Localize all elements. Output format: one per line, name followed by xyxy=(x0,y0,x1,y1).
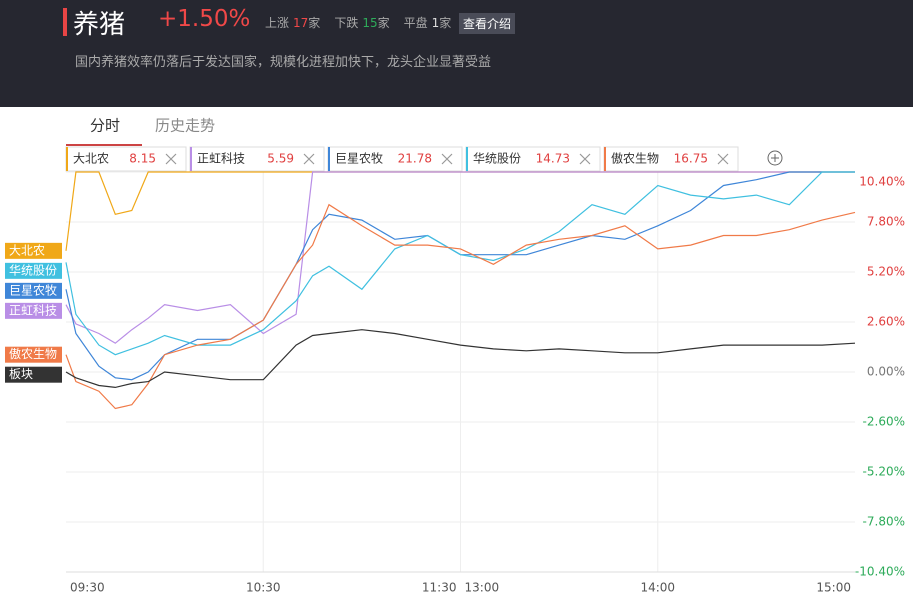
x-tick-label: 15:00 xyxy=(816,581,851,595)
series-tag-label: 正虹科技 xyxy=(9,303,57,317)
stat-label: 上涨 xyxy=(265,16,290,30)
chip-close[interactable] xyxy=(579,153,591,165)
chip-price: 14.73 xyxy=(536,152,570,166)
stat-count: 15 xyxy=(362,16,378,30)
stat-label: 下跌 xyxy=(334,16,359,30)
chip-close[interactable] xyxy=(165,153,177,165)
change: +1.50% xyxy=(158,6,251,32)
y-tick-label: -7.80% xyxy=(863,515,905,529)
chip-name: 傲农生物 xyxy=(611,151,659,166)
stat-unit: 家 xyxy=(308,16,321,30)
chip[interactable] xyxy=(603,146,739,172)
tab[interactable]: 分时 xyxy=(90,117,120,135)
add-button[interactable] xyxy=(767,150,783,166)
series-tag xyxy=(5,262,62,279)
chip-accent xyxy=(328,147,330,171)
stat-unit: 家 xyxy=(439,16,452,30)
series-tag xyxy=(5,346,62,363)
chip-price: 16.75 xyxy=(674,152,708,166)
series-tag-label: 华统股份 xyxy=(9,263,57,277)
chip-price: 21.78 xyxy=(398,152,432,166)
intro-button[interactable]: 查看介绍 xyxy=(459,13,516,34)
series-tag-label: 板块 xyxy=(9,367,33,381)
stat-label: 平盘 xyxy=(403,16,428,30)
x-tick-label: 09:30 xyxy=(70,581,105,595)
y-tick-label: 0.00% xyxy=(867,365,905,379)
chip-price: 8.15 xyxy=(129,152,156,166)
series-tag-label: 大北农 xyxy=(9,243,45,257)
x-tick-label: 13:00 xyxy=(465,581,500,595)
chip-accent xyxy=(190,147,192,171)
title-bar xyxy=(63,8,67,36)
x-tick-label: 14:00 xyxy=(640,581,675,595)
y-tick-label: 7.80% xyxy=(867,215,905,229)
chip-accent xyxy=(466,147,468,171)
chip-price: 5.59 xyxy=(267,152,294,166)
title: 养猪 xyxy=(73,10,126,40)
stats: 上涨 17家 下跌 15家 平盘 1家 xyxy=(265,14,451,31)
series-tag xyxy=(5,366,62,383)
y-tick-label: 10.40% xyxy=(859,175,905,189)
series-tag-label: 傲农生物 xyxy=(9,346,57,361)
stat-unit: 家 xyxy=(377,16,390,30)
y-tick-label: 2.60% xyxy=(867,315,905,329)
chip-close[interactable] xyxy=(303,153,315,165)
chip-name: 大北农 xyxy=(73,152,109,166)
series-tag xyxy=(5,302,62,319)
stat-count: 17 xyxy=(293,16,309,30)
series-tag-label: 巨星农牧 xyxy=(9,283,57,297)
stat: 平盘 1家 xyxy=(404,14,452,31)
add-plus xyxy=(771,154,779,162)
y-tick-label: 5.20% xyxy=(867,265,905,279)
x-tick-label: 11:30 xyxy=(422,581,457,595)
chip-accent xyxy=(66,147,68,171)
y-tick-label: -10.40% xyxy=(855,565,905,579)
description: 国内养猪效率仍落后于发达国家，规模化进程加快下，龙头企业显著受益 xyxy=(75,55,492,70)
chip-close[interactable] xyxy=(441,153,453,165)
y-tick-label: -5.20% xyxy=(863,465,905,479)
stat: 下跌 15家 xyxy=(334,14,389,31)
chip[interactable] xyxy=(65,146,187,172)
series-line xyxy=(65,171,855,356)
series-line xyxy=(65,329,856,389)
chip[interactable] xyxy=(189,146,325,172)
chip-close[interactable] xyxy=(717,153,729,165)
chip[interactable] xyxy=(327,146,463,172)
chip-name: 巨星农牧 xyxy=(335,152,383,166)
stat: 上涨 17家 xyxy=(265,14,320,31)
chip[interactable] xyxy=(465,146,601,172)
series-line xyxy=(65,203,856,410)
series-line xyxy=(65,171,855,381)
series-tag xyxy=(5,282,62,299)
stat-count: 1 xyxy=(431,16,440,30)
x-tick-label: 10:30 xyxy=(246,581,281,595)
tab[interactable]: 历史走势 xyxy=(155,117,215,135)
chip-name: 华统股份 xyxy=(473,152,521,166)
chip-name: 正虹科技 xyxy=(197,152,245,166)
chip-accent xyxy=(604,147,606,171)
series-line xyxy=(65,171,855,344)
series-tag xyxy=(5,242,62,259)
y-tick-label: -2.60% xyxy=(863,415,905,429)
header: 养猪 +1.50% 上涨 17家 下跌 15家 平盘 1家 查看介绍 国内养猪效率仍落后于… xyxy=(0,0,913,107)
